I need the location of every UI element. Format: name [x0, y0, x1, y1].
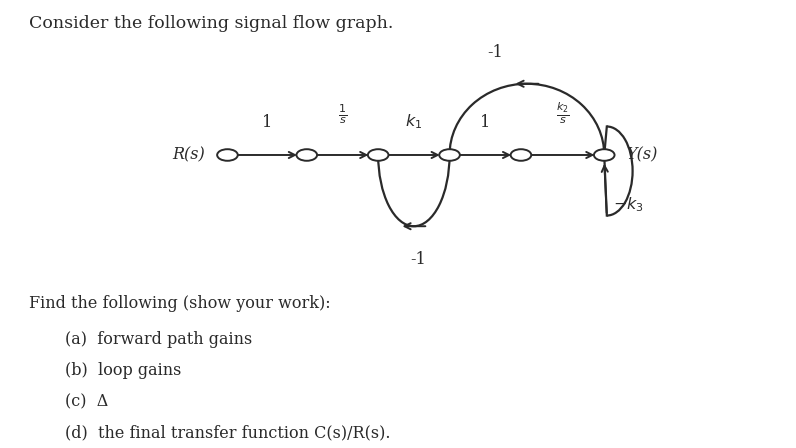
- Text: $k_1$: $k_1$: [405, 112, 423, 130]
- Circle shape: [296, 149, 317, 161]
- Circle shape: [511, 149, 531, 161]
- Circle shape: [439, 149, 460, 161]
- Text: (d)  the final transfer function C(s)/R(s).: (d) the final transfer function C(s)/R(s…: [64, 424, 390, 441]
- Text: R(s): R(s): [173, 146, 205, 164]
- Text: $\frac{1}{s}$: $\frac{1}{s}$: [338, 102, 347, 126]
- Text: $-k_3$: $-k_3$: [613, 195, 644, 214]
- Text: 1: 1: [262, 113, 272, 130]
- Text: (b)  loop gains: (b) loop gains: [64, 362, 181, 379]
- Text: -1: -1: [487, 44, 503, 61]
- Text: $\frac{k_2}{s}$: $\frac{k_2}{s}$: [556, 100, 569, 126]
- Text: Find the following (show your work):: Find the following (show your work):: [29, 295, 331, 312]
- Text: Y(s): Y(s): [626, 146, 657, 164]
- Text: (a)  forward path gains: (a) forward path gains: [64, 331, 252, 348]
- Circle shape: [368, 149, 388, 161]
- Text: (c)  Δ: (c) Δ: [64, 393, 108, 410]
- Circle shape: [594, 149, 615, 161]
- Text: Consider the following signal flow graph.: Consider the following signal flow graph…: [29, 15, 393, 32]
- Text: -1: -1: [410, 251, 426, 268]
- Text: 1: 1: [480, 113, 490, 130]
- Circle shape: [217, 149, 238, 161]
